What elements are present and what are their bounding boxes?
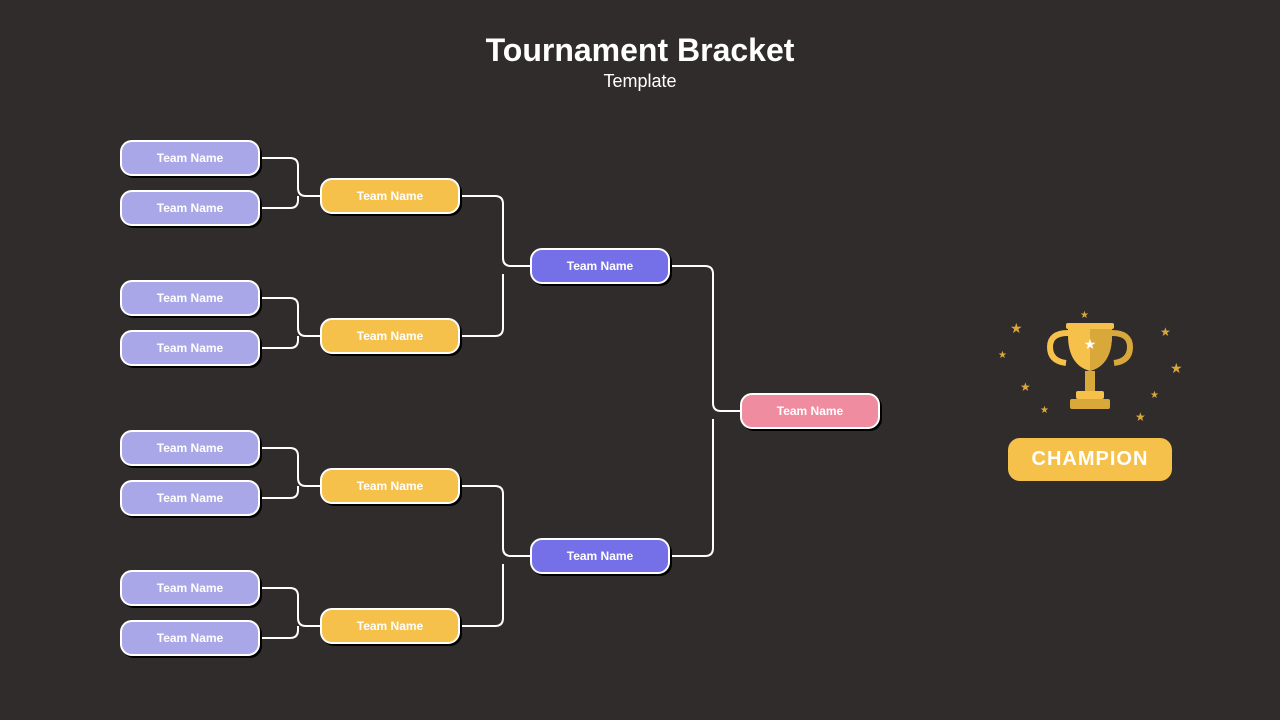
team-box-final: Team Name: [740, 393, 880, 429]
team-box: Team Name: [120, 430, 260, 466]
champion-area: ★ ★ ★ ★ ★ ★ ★ ★ ★ ★ CHAMPION: [990, 310, 1190, 481]
svg-text:★: ★: [1084, 336, 1097, 352]
page-title: Tournament Bracket: [0, 32, 1280, 69]
team-box: Team Name: [120, 570, 260, 606]
page-subtitle: Template: [0, 71, 1280, 92]
team-box: Team Name: [120, 140, 260, 176]
team-box: Team Name: [320, 468, 460, 504]
team-box: Team Name: [120, 620, 260, 656]
team-box: Team Name: [120, 330, 260, 366]
team-box: Team Name: [320, 318, 460, 354]
team-box: Team Name: [320, 178, 460, 214]
team-box: Team Name: [120, 480, 260, 516]
team-box: Team Name: [530, 248, 670, 284]
team-box: Team Name: [320, 608, 460, 644]
team-box: Team Name: [120, 190, 260, 226]
team-box: Team Name: [120, 280, 260, 316]
trophy-icon: ★ ★ ★ ★ ★ ★ ★ ★ ★ ★: [990, 310, 1190, 430]
champion-label: CHAMPION: [1008, 438, 1173, 481]
team-box: Team Name: [530, 538, 670, 574]
